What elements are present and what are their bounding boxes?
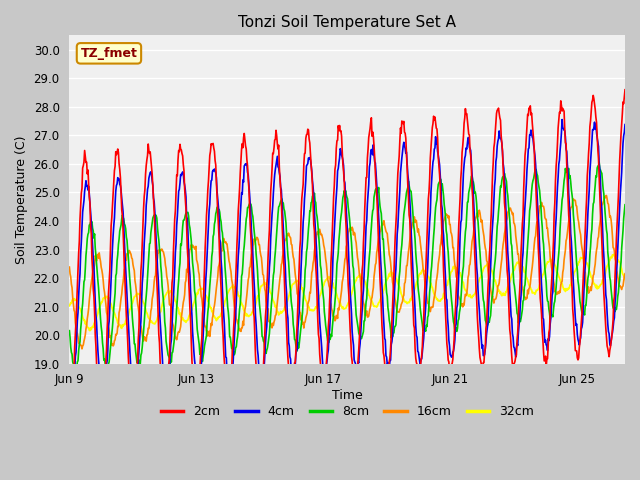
Legend: 2cm, 4cm, 8cm, 16cm, 32cm: 2cm, 4cm, 8cm, 16cm, 32cm [156, 400, 539, 423]
Y-axis label: Soil Temperature (C): Soil Temperature (C) [15, 135, 28, 264]
Title: Tonzi Soil Temperature Set A: Tonzi Soil Temperature Set A [238, 15, 456, 30]
Text: TZ_fmet: TZ_fmet [81, 47, 138, 60]
X-axis label: Time: Time [332, 389, 363, 402]
